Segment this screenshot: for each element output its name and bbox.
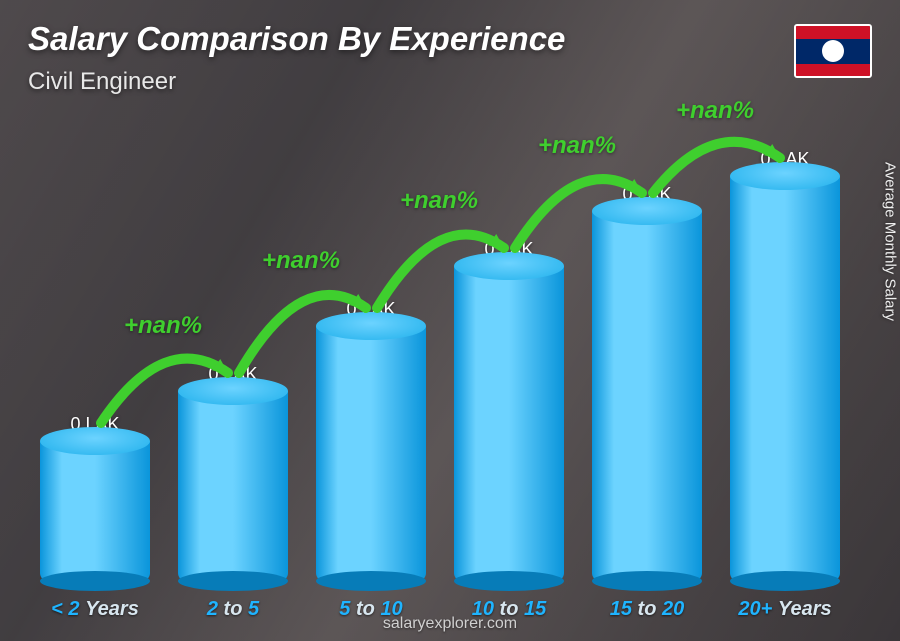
bar-2: 0 LAK5 to 10 (316, 299, 426, 581)
bar-0: 0 LAK< 2 Years (40, 414, 150, 581)
chart-title: Salary Comparison By Experience (28, 20, 565, 58)
laos-flag-icon (794, 24, 872, 78)
growth-label: +nan% (676, 97, 754, 125)
bar-1: 0 LAK2 to 5 (178, 364, 288, 581)
bar-5: 0 LAK20+ Years (730, 149, 840, 581)
growth-label: +nan% (400, 187, 478, 215)
growth-label: +nan% (262, 247, 340, 275)
chart-canvas: Salary Comparison By Experience Civil En… (0, 0, 900, 641)
growth-label: +nan% (538, 132, 616, 160)
growth-label: +nan% (124, 312, 202, 340)
footer-attribution: salaryexplorer.com (0, 615, 900, 633)
y-axis-label: Average Monthly Salary (882, 162, 899, 321)
bar-4: 0 LAK15 to 20 (592, 184, 702, 581)
bar-chart: 0 LAK< 2 Years 0 LAK2 to 5 0 LAK5 to 10 0 L… (30, 91, 850, 581)
bar-3: 0 LAK10 to 15 (454, 239, 564, 581)
